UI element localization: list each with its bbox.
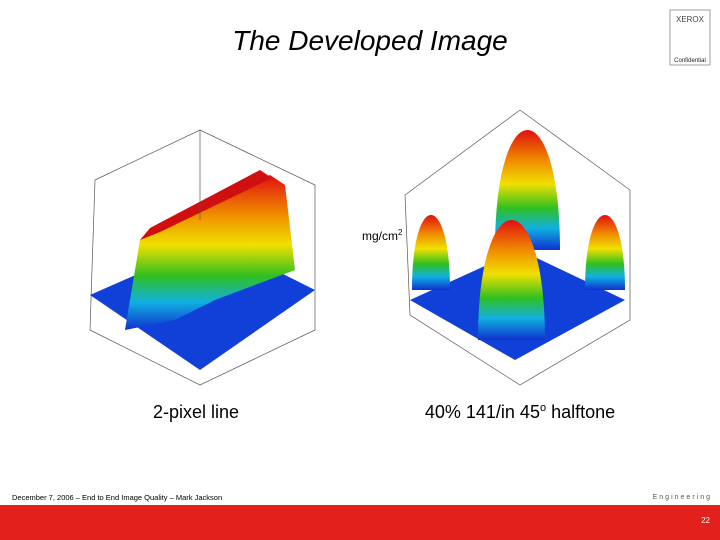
plot-right: [404, 109, 631, 386]
unit-text: mg/cm: [362, 229, 398, 243]
caption-right: 40% 141/in 45o halftone: [425, 402, 615, 422]
caption-main: 40% 141/in 45: [425, 402, 540, 422]
caption-left: 2-pixel line: [153, 402, 239, 422]
logo: XEROX Confidential: [669, 9, 711, 66]
footer-bar: [0, 505, 720, 540]
caption-end: halftone: [546, 402, 615, 422]
unit-sup: 2: [398, 228, 403, 237]
logo-text: XEROX: [676, 15, 705, 24]
confidential: Confidential: [674, 58, 706, 64]
page-number: 22: [701, 516, 710, 525]
plot-left: [89, 129, 316, 386]
unit-label: mg/cm2: [362, 228, 403, 243]
caption-sup: o: [540, 402, 546, 414]
footer-brand: Engineering: [653, 494, 712, 501]
footer-text: December 7, 2006 – End to End Image Qual…: [12, 493, 222, 502]
title: The Developed Image: [232, 25, 508, 56]
